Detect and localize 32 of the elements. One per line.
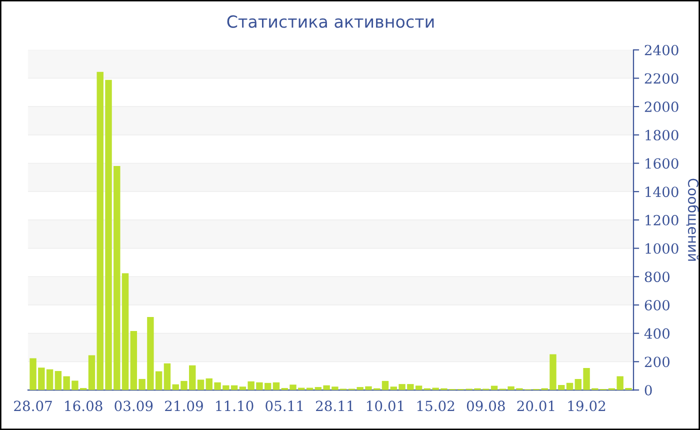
bar [88,355,96,390]
x-tick-label: 28.11 [316,400,353,412]
bar [566,382,574,390]
x-tick-label: 21.09 [165,400,203,412]
x-tick-label: 03.09 [114,400,153,412]
bar [272,382,280,390]
y-tick-label: 200 [644,356,670,368]
x-tick-label: 19.02 [568,400,606,412]
y-tick-label: 2000 [644,102,678,112]
x-tick-label: 15.02 [417,400,454,412]
x-tick-label: 10.01 [367,400,404,412]
y-tick-label: 400 [644,328,670,339]
y-tick-label: 1400 [646,186,678,198]
y-tick-label: 1200 [646,214,678,226]
y-tick-label: 1800 [646,130,678,140]
y-tick-label: 2400 [644,44,678,56]
y-tick-label: 0 [644,384,652,396]
x-tick-label: 05.11 [266,400,303,412]
y-tick-label: 800 [644,272,670,282]
bar [197,380,204,390]
y-tick-label: 600 [644,300,670,310]
x-tick-label: 16.08 [65,400,102,412]
bar [382,380,389,390]
x-tick-label: 20.01 [517,400,554,412]
y-tick-label: 1600 [646,158,678,169]
x-tick-label: 28.07 [14,400,52,412]
x-tick-label: 11.10 [216,400,254,412]
y-tick-label: 2200 [644,73,678,84]
y-axis-title: Сообщений [686,178,699,261]
x-tick-label: 09.08 [466,400,505,412]
chart-title: Статистика активности [227,15,434,28]
y-tick-label: 1000 [646,243,678,254]
